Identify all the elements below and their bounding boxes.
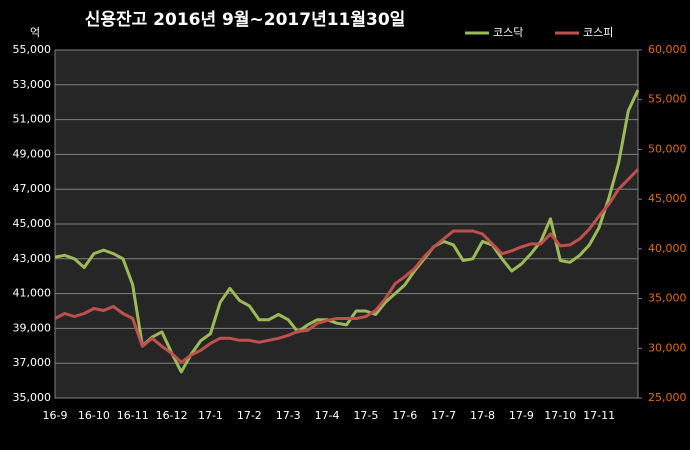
x-tick-label: 17-4 bbox=[315, 409, 340, 422]
legend-label: 코스피 bbox=[583, 26, 613, 39]
y2-tick-label: 60,000 bbox=[648, 43, 687, 56]
x-tick-label: 16-11 bbox=[117, 409, 149, 422]
y-tick-label: 43,000 bbox=[13, 252, 52, 265]
x-tick-label: 17-3 bbox=[276, 409, 301, 422]
series-line bbox=[54, 168, 640, 364]
y-tick-label: 35,000 bbox=[13, 391, 52, 404]
x-tick-label: 17-11 bbox=[583, 409, 615, 422]
y-tick-label: 37,000 bbox=[13, 356, 52, 369]
y-tick-label: 41,000 bbox=[13, 287, 52, 300]
y2-tick-label: 35,000 bbox=[648, 292, 687, 305]
y2-tick-label: 30,000 bbox=[648, 341, 687, 354]
y-axis-label: 억 bbox=[30, 26, 40, 39]
x-tick-label: 17-1 bbox=[198, 409, 223, 422]
y-tick-label: 49,000 bbox=[13, 147, 52, 160]
y2-tick-label: 50,000 bbox=[648, 142, 687, 155]
y2-tick-label: 25,000 bbox=[648, 391, 687, 404]
chart-title: 신용잔고 2016년 9월~2017년11월30일 bbox=[85, 10, 406, 30]
y-tick-label: 55,000 bbox=[13, 43, 52, 56]
y-tick-label: 51,000 bbox=[13, 113, 52, 126]
y-tick-label: 39,000 bbox=[13, 321, 52, 334]
x-tick-label: 17-2 bbox=[237, 409, 262, 422]
x-tick-label: 17-5 bbox=[353, 409, 378, 422]
y2-tick-label: 45,000 bbox=[648, 192, 687, 205]
x-tick-label: 17-10 bbox=[544, 409, 576, 422]
y2-tick-label: 55,000 bbox=[648, 93, 687, 106]
x-tick-label: 17-7 bbox=[431, 409, 456, 422]
y-tick-label: 53,000 bbox=[13, 78, 52, 91]
x-tick-label: 16-10 bbox=[78, 409, 110, 422]
x-tick-label: 16-9 bbox=[43, 409, 68, 422]
y-tick-label: 47,000 bbox=[13, 182, 52, 195]
x-tick-label: 17-6 bbox=[392, 409, 417, 422]
legend-label: 코스닥 bbox=[493, 26, 523, 39]
x-tick-label: 16-12 bbox=[156, 409, 188, 422]
y2-tick-label: 40,000 bbox=[648, 242, 687, 255]
x-tick-label: 17-9 bbox=[509, 409, 534, 422]
y-tick-label: 45,000 bbox=[13, 217, 52, 230]
x-tick-label: 17-8 bbox=[470, 409, 495, 422]
